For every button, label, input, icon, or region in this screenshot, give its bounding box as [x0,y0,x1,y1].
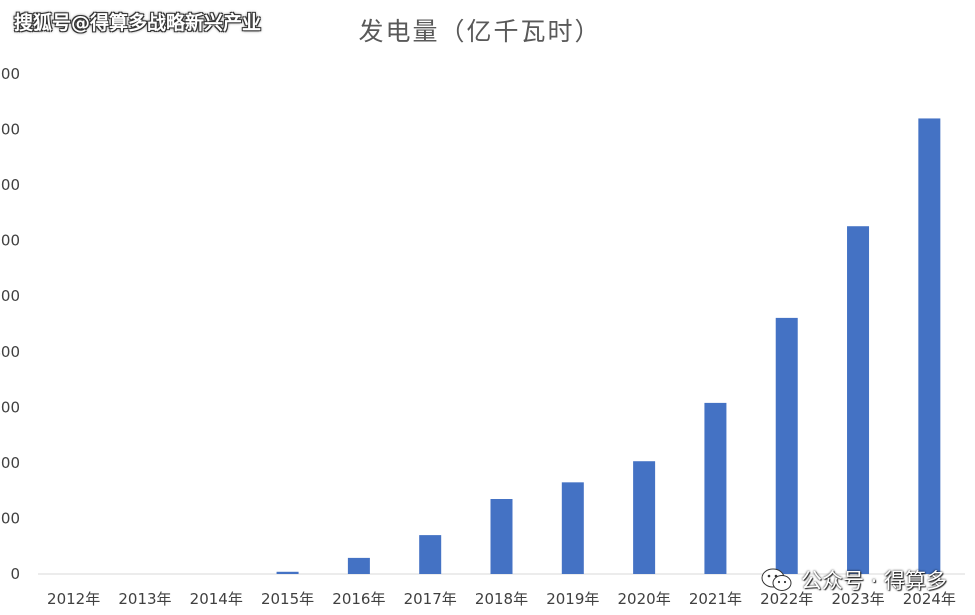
chart-title: 发电量（亿千瓦时） [358,17,601,46]
x-tick-label: 2016年 [332,590,385,608]
bar-4 [347,557,370,574]
y-tick-label: 900 [0,65,20,83]
x-tick-label: 2023年 [831,590,884,608]
x-tick-label: 2021年 [689,590,742,608]
y-tick-label: 400 [0,343,20,361]
bar-series [276,118,941,574]
y-tick-label: 700 [0,176,20,194]
x-axis-labels: 2012年 2013年 2014年 2015年 2016年 2017年 2018年 2019年… [47,590,956,608]
x-tick-label: 2017年 [404,590,457,608]
x-tick-label: 2019年 [546,590,599,608]
bar-12 [918,118,941,574]
y-tick-label: 200 [0,454,20,472]
x-tick-label: 2022年 [760,590,813,608]
bar-9 [704,402,727,574]
x-tick-label: 2012年 [47,590,100,608]
x-tick-label: 2014年 [190,590,243,608]
x-tick-label: 2015年 [261,590,314,608]
bar-6 [490,499,513,574]
y-tick-label: 0 [10,565,20,583]
bar-8 [633,461,656,574]
y-tick-label: 100 [0,509,20,527]
watermark-sohu: 搜狐号@得算多战略新兴产业 [14,12,262,34]
y-tick-label: 800 [0,121,20,139]
y-tick-label: 600 [0,232,20,250]
bar-11 [847,226,870,574]
wechat-icon [761,568,792,591]
watermark-wechat-text: 公众号 · 得算多 [800,569,947,593]
bar-7 [561,482,584,574]
y-axis-ticks: 0 100 200 300 400 500 600 700 800 900 [0,65,20,583]
x-tick-label: 2018年 [475,590,528,608]
x-tick-label: 2020年 [618,590,671,608]
bar-3 [276,571,299,574]
y-tick-label: 500 [0,287,20,305]
x-tick-label: 2013年 [118,590,171,608]
watermark-wechat: 公众号 · 得算多 [761,565,947,595]
bar-5 [419,535,442,574]
bar-10 [775,317,798,574]
x-tick-label: 2024年 [903,590,956,608]
y-tick-label: 300 [0,398,20,416]
